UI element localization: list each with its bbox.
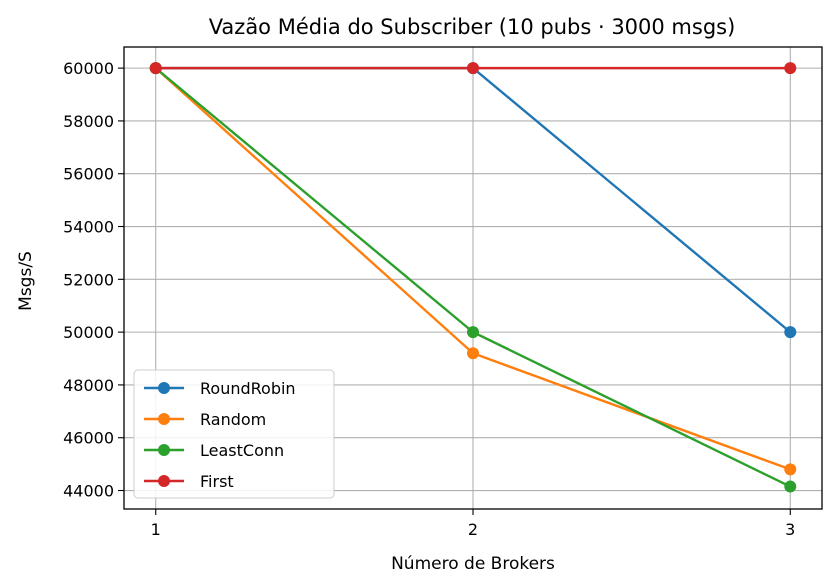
data-point — [784, 326, 797, 339]
legend-item: RoundRobin — [144, 379, 296, 398]
legend-item: LeastConn — [144, 441, 284, 460]
x-tick-label: 1 — [151, 520, 161, 539]
y-axis-label: Msgs/S — [16, 251, 36, 311]
legend-swatch-marker — [158, 413, 170, 425]
legend-label: LeastConn — [200, 441, 284, 460]
chart-title: Vazão Média do Subscriber (10 pubs · 300… — [209, 15, 736, 39]
legend-item: First — [144, 472, 234, 491]
legend-swatch-marker — [158, 382, 170, 394]
ticks: 1 2 3 44000 46000 48000 50000 52000 54000 56000 58… — [63, 59, 795, 539]
y-tick-label: 58000 — [63, 112, 114, 131]
y-tick-label: 44000 — [63, 482, 114, 501]
y-tick-label: 56000 — [63, 165, 114, 184]
legend-label: First — [200, 472, 234, 491]
y-tick-label: 48000 — [63, 376, 114, 395]
legend-label: Random — [200, 410, 266, 429]
data-point — [467, 347, 479, 360]
data-point — [467, 326, 479, 339]
y-tick-label: 52000 — [63, 270, 114, 289]
legend: RoundRobin Random LeastConn First — [133, 369, 335, 499]
x-axis-label: Número de Brokers — [391, 554, 555, 574]
series-first — [149, 62, 797, 75]
data-point — [784, 463, 797, 476]
y-tick-label: 60000 — [63, 59, 114, 78]
x-tick-label: 3 — [785, 520, 795, 539]
legend-label: RoundRobin — [200, 379, 296, 398]
y-tick-label: 46000 — [63, 429, 114, 448]
legend-box — [133, 369, 335, 499]
data-point — [467, 62, 479, 75]
y-tick-label: 50000 — [63, 323, 114, 342]
series-layer — [149, 62, 797, 493]
x-tick-label: 2 — [468, 520, 478, 539]
legend-item: Random — [144, 410, 266, 429]
data-point — [784, 480, 797, 493]
legend-swatch-marker — [158, 444, 170, 456]
data-point — [149, 62, 162, 75]
data-point — [784, 62, 797, 75]
legend-swatch-marker — [158, 475, 170, 487]
y-tick-label: 54000 — [63, 218, 114, 237]
